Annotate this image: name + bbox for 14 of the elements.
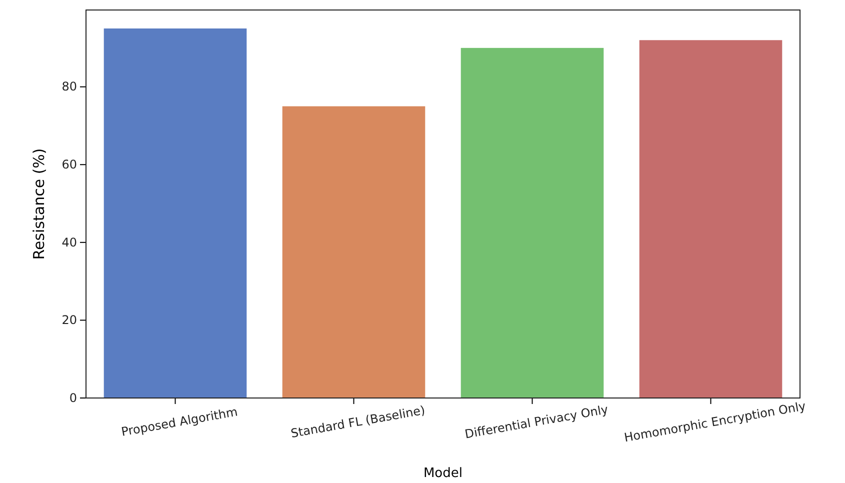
bar (104, 28, 247, 398)
y-tick-label: 60 (62, 157, 77, 172)
bar (460, 48, 604, 398)
y-axis-title: Resistance (%) (30, 148, 48, 260)
y-tick-label: 0 (69, 390, 77, 405)
x-tick-label: Proposed Algorithm (120, 404, 239, 439)
bar (639, 40, 782, 398)
bar (282, 106, 426, 398)
x-tick-label: Standard FL (Baseline) (290, 403, 426, 441)
x-tick-label: Differential Privacy Only (464, 402, 610, 442)
y-tick-label: 20 (62, 313, 77, 328)
y-tick-label: 80 (62, 80, 77, 94)
x-axis-title: Model (423, 466, 463, 481)
y-tick-label: 40 (62, 235, 77, 250)
